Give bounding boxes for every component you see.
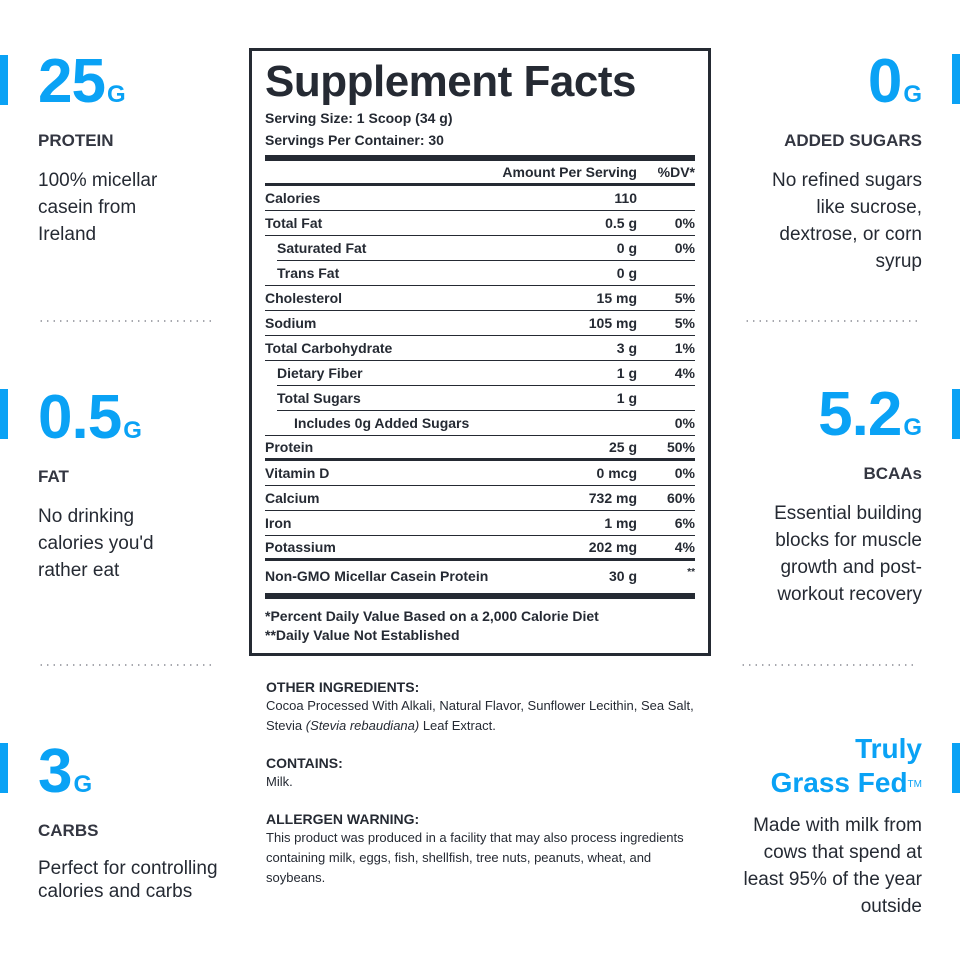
allergen-warning: ALLERGEN WARNING: This product was produ… <box>266 810 706 888</box>
other-ingredients-heading: OTHER INGREDIENTS: <box>266 679 420 695</box>
stat-bcaas: 5.2G BCAAs Essential building blocks for… <box>722 380 922 608</box>
thick-divider <box>265 593 695 599</box>
facts-row-trans-fat: Trans Fat 0 g <box>265 261 695 286</box>
stat-added-sugars: 0G ADDED SUGARS No refined sugars like s… <box>722 47 922 275</box>
stat-description: 100% micellar casein from Ireland <box>38 170 158 245</box>
trademark-symbol: TM <box>907 779 922 790</box>
stat-grass-fed: Truly Grass FedTM Made with milk from co… <box>722 732 923 920</box>
facts-row-casein-protein: Non-GMO Micellar Casein Protein 30 g ** <box>265 567 695 584</box>
footnotes: *Percent Daily Value Based on a 2,000 Ca… <box>265 607 695 645</box>
accent-bar <box>0 743 8 793</box>
servings-per-container: Servings Per Container: 30 <box>265 132 444 148</box>
accent-bar <box>952 743 960 793</box>
stat-value: 0.5G <box>38 383 142 452</box>
stat-description: Perfect for controlling calories and car… <box>38 858 218 902</box>
stat-description: No refined sugars like sucrose, dextrose… <box>772 170 922 272</box>
accent-bar <box>0 55 8 105</box>
contains-heading: CONTAINS: <box>266 755 343 771</box>
facts-row-protein: Protein 25 g 50% <box>265 436 695 461</box>
stat-fat: 0.5G FAT No drinking calories you'd rath… <box>38 383 238 584</box>
contains-text: Milk. <box>266 774 293 789</box>
facts-row-calories: Calories 110 <box>265 186 695 211</box>
stat-label: FAT <box>38 467 69 486</box>
grass-fed-tagline: Truly Grass FedTM <box>770 733 922 798</box>
facts-row-total-fat: Total Fat 0.5 g 0% <box>265 211 695 236</box>
supplement-facts-panel: Supplement Facts Serving Size: 1 Scoop (… <box>249 48 711 656</box>
accent-bar <box>0 389 8 439</box>
divider <box>740 664 918 666</box>
stat-value: 25G <box>38 47 126 116</box>
stat-value: 0G <box>867 47 922 116</box>
stat-description: No drinking calories you'd rather eat <box>38 506 154 581</box>
footnote-dv: *Percent Daily Value Based on a 2,000 Ca… <box>265 608 599 624</box>
other-ingredients-text: Cocoa Processed With Alkali, Natural Fla… <box>266 698 694 733</box>
allergen-heading: ALLERGEN WARNING: <box>266 811 420 827</box>
facts-row-dietary-fiber: Dietary Fiber 1 g 4% <box>277 361 695 386</box>
header-amount: Amount Per Serving <box>502 164 637 180</box>
accent-bar <box>952 54 960 104</box>
divider <box>744 320 922 322</box>
serving-size: Serving Size: 1 Scoop (34 g) <box>265 110 453 126</box>
facts-row-calcium: Calcium 732 mg 60% <box>265 486 695 511</box>
thick-divider <box>265 155 695 161</box>
stat-protein: 25G PROTEIN 100% micellar casein from Ir… <box>38 47 238 248</box>
facts-title: Supplement Facts <box>265 57 636 106</box>
stat-value: 3G <box>38 737 93 806</box>
facts-row-total-sugars: Total Sugars 1 g <box>277 386 695 411</box>
stat-label: BCAAs <box>863 464 922 483</box>
facts-row-added-sugars: Includes 0g Added Sugars 0% <box>265 411 695 436</box>
other-ingredients: OTHER INGREDIENTS: Cocoa Processed With … <box>266 678 706 736</box>
stat-label: CARBS <box>38 821 99 840</box>
ingredients-section: OTHER INGREDIENTS: Cocoa Processed With … <box>266 678 706 906</box>
accent-bar <box>952 389 960 439</box>
facts-row-iron: Iron 1 mg 6% <box>265 511 695 536</box>
stat-value: 5.2G <box>818 380 922 449</box>
stat-label: ADDED SUGARS <box>784 131 922 150</box>
allergen-text: This product was produced in a facility … <box>266 830 684 885</box>
facts-row-sodium: Sodium 105 mg 5% <box>265 311 695 336</box>
footnote-not-established: **Daily Value Not Established <box>265 627 460 643</box>
facts-header-row: Amount Per Serving %DV* <box>265 161 695 186</box>
facts-row-cholesterol: Cholesterol 15 mg 5% <box>265 286 695 311</box>
stat-description: Made with milk from cows that spend at l… <box>743 815 923 917</box>
facts-row-potassium: Potassium 202 mg 4% <box>265 536 695 561</box>
stat-carbs: 3G CARBS Perfect for controlling calorie… <box>38 737 238 903</box>
contains: CONTAINS: Milk. <box>266 754 706 792</box>
divider <box>38 320 216 322</box>
facts-row-total-carbohydrate: Total Carbohydrate 3 g 1% <box>265 336 695 361</box>
header-dv: %DV* <box>657 164 695 180</box>
stat-label: PROTEIN <box>38 131 114 150</box>
divider <box>38 664 216 666</box>
facts-row-saturated-fat: Saturated Fat 0 g 0% <box>277 236 695 261</box>
stat-description: Essential building blocks for muscle gro… <box>774 503 922 605</box>
